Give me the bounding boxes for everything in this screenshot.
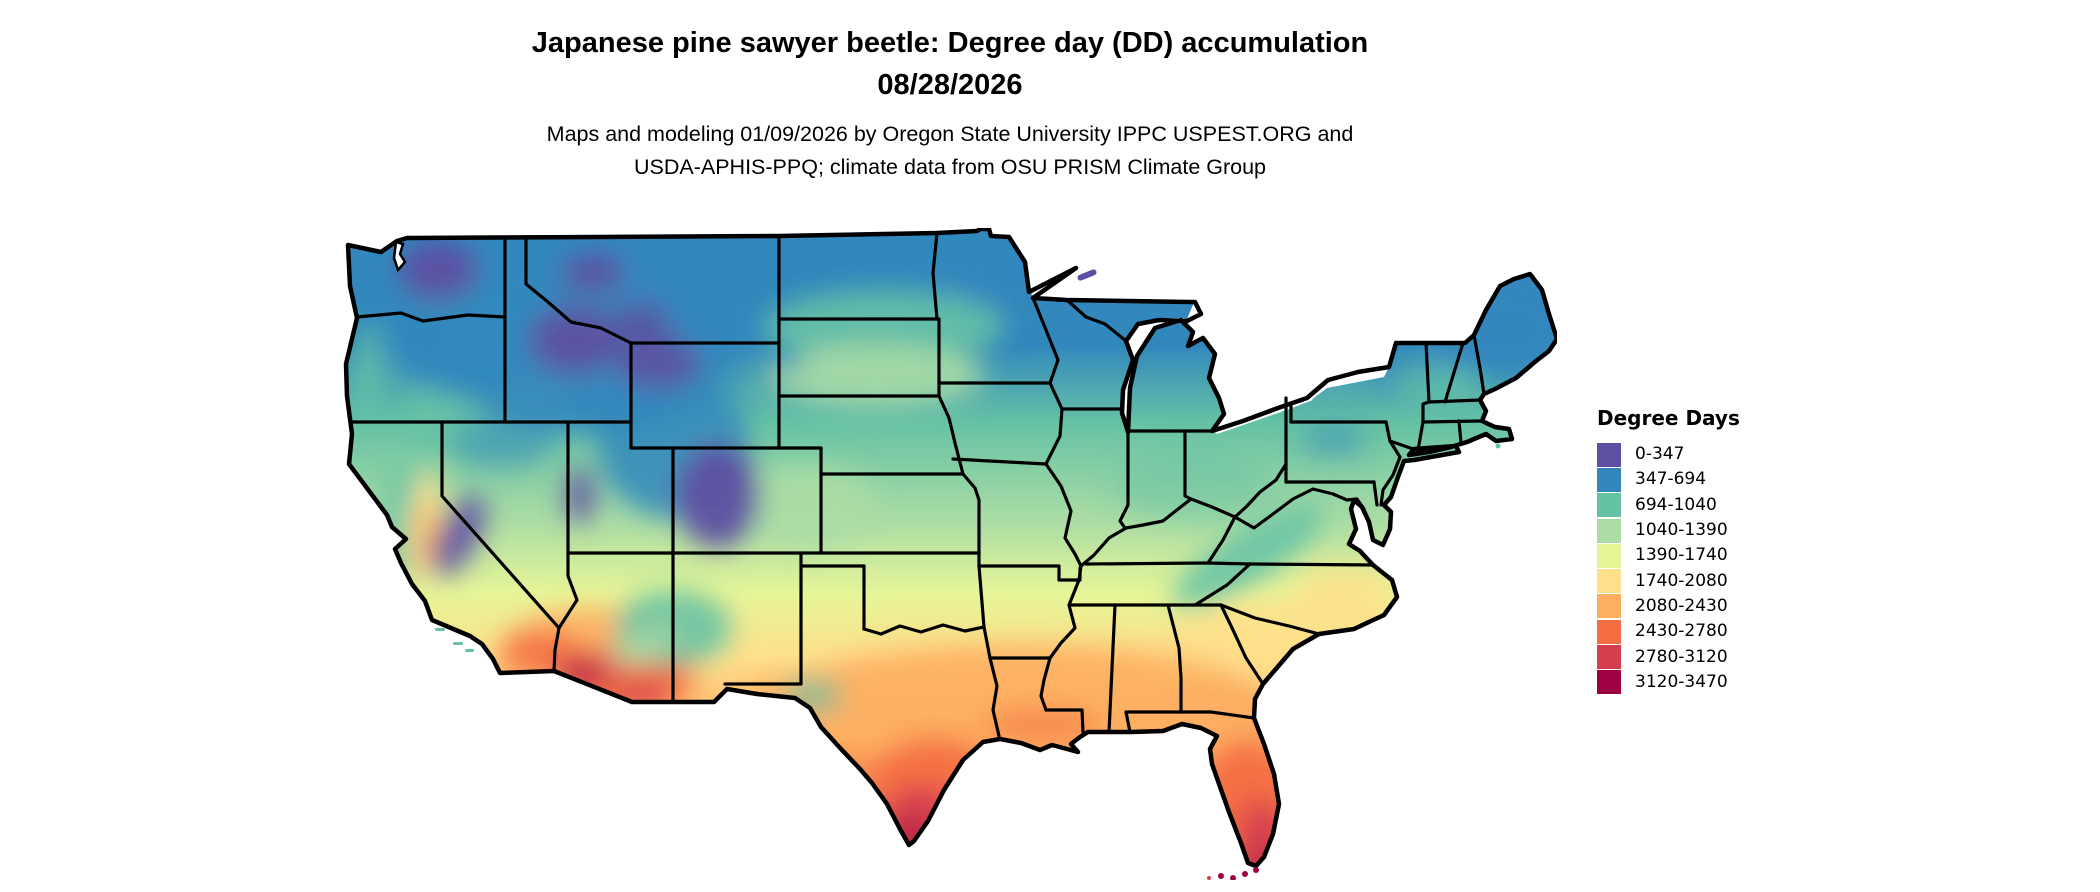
legend-label: 2780-3120 <box>1635 646 1728 667</box>
legend-label: 694-1040 <box>1635 494 1717 515</box>
subtitle: Maps and modeling 01/09/2026 by Oregon S… <box>343 118 1557 184</box>
legend-entries: 0-347 347-694 694-1040 1040-1390 1390-1740 17… <box>1597 442 1740 695</box>
legend-label: 347-694 <box>1635 469 1707 490</box>
legend-title: Degree Days <box>1597 406 1740 430</box>
legend-swatch <box>1597 493 1621 518</box>
channel-islands <box>435 628 474 652</box>
legend-row: 347-694 <box>1597 467 1740 492</box>
legend-label: 2080-2430 <box>1635 595 1728 616</box>
legend-row: 2430-2780 <box>1597 619 1740 644</box>
legend-label: 0-347 <box>1635 444 1685 465</box>
isle-royale <box>1077 269 1097 281</box>
subtitle-line2: USDA-APHIS-PPQ; climate data from OSU PR… <box>633 155 1267 179</box>
page-title-line2: 08/28/2026 <box>877 69 1023 101</box>
legend-swatch <box>1597 619 1621 644</box>
legend-row: 694-1040 <box>1597 493 1740 518</box>
legend-row: 1390-1740 <box>1597 543 1740 568</box>
legend-swatch <box>1597 518 1621 543</box>
puget-sound <box>392 240 407 273</box>
legend-swatch <box>1597 645 1621 670</box>
legend-row: 2080-2430 <box>1597 594 1740 619</box>
legend-row: 0-347 <box>1597 442 1740 467</box>
legend-label: 1740-2080 <box>1635 570 1728 591</box>
us-degree-day-map <box>343 228 1557 881</box>
legend-row: 3120-3470 <box>1597 670 1740 695</box>
legend: Degree Days 0-347 347-694 694-1040 1040-139… <box>1597 406 1740 695</box>
legend-row: 1040-1390 <box>1597 518 1740 543</box>
page-title-line1: Japanese pine sawyer beetle: Degree day … <box>531 27 1369 59</box>
legend-label: 3120-3470 <box>1635 671 1728 692</box>
legend-swatch <box>1597 594 1621 619</box>
subtitle-line1: Maps and modeling 01/09/2026 by Oregon S… <box>546 122 1354 146</box>
legend-label: 1040-1390 <box>1635 520 1728 541</box>
legend-label: 2430-2780 <box>1635 621 1728 642</box>
legend-swatch <box>1597 467 1621 492</box>
header: Japanese pine sawyer beetle: Degree day … <box>343 22 1557 184</box>
legend-row: 1740-2080 <box>1597 568 1740 594</box>
state-borders <box>348 231 1486 738</box>
legend-swatch <box>1597 569 1621 594</box>
legend-label: 1390-1740 <box>1635 545 1728 566</box>
legend-swatch <box>1597 670 1621 695</box>
legend-swatch <box>1597 543 1621 568</box>
florida-keys <box>1207 867 1259 881</box>
legend-swatch <box>1597 442 1621 467</box>
conus-map-svg <box>343 228 1557 881</box>
legend-row: 2780-3120 <box>1597 644 1740 670</box>
nantucket-dot <box>1495 443 1501 449</box>
